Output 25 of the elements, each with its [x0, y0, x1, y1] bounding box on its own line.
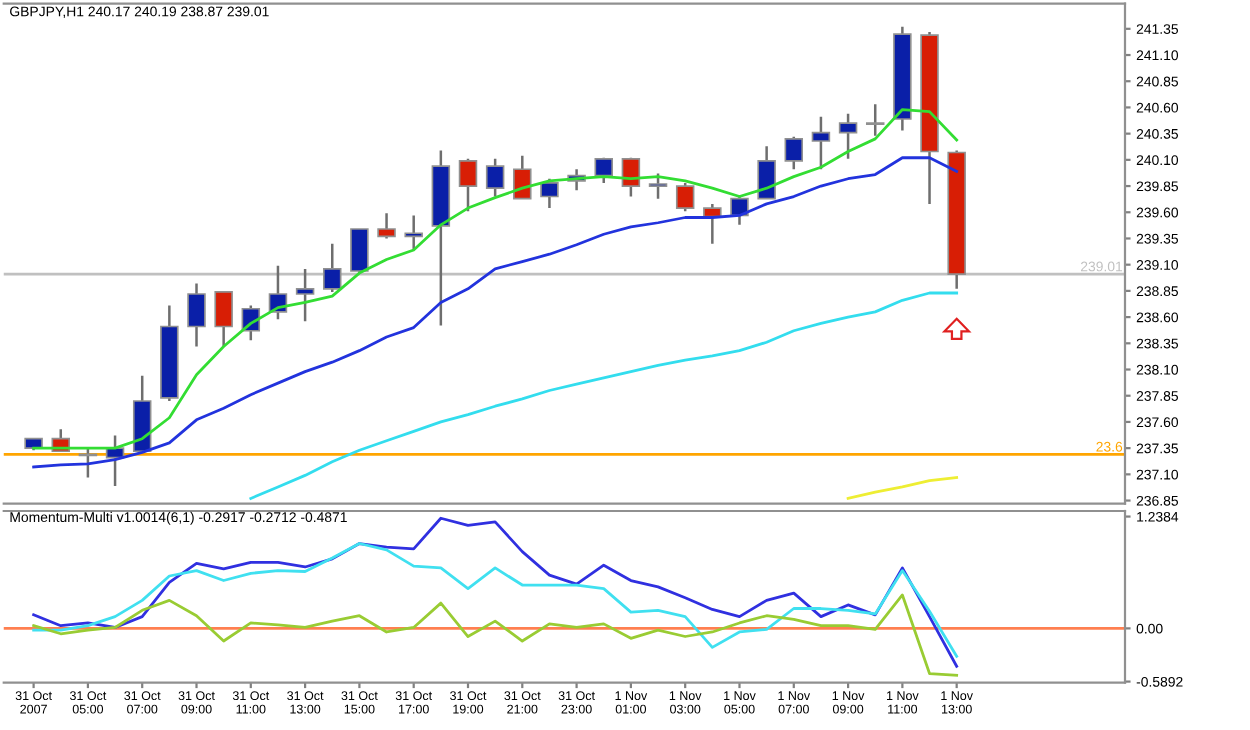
candlestick: [214, 289, 233, 348]
candlestick: [784, 135, 804, 171]
candlestick: [350, 227, 369, 275]
candlestick: [540, 177, 559, 210]
candlestick: [865, 103, 885, 137]
candlestick: [513, 154, 532, 200]
candlestick: [404, 214, 423, 252]
candlestick: [187, 282, 206, 348]
candlestick: [485, 157, 505, 198]
candlestick: [594, 156, 613, 185]
line-series: [846, 476, 959, 500]
candlestick: [811, 115, 831, 171]
candlestick: [703, 202, 722, 245]
candlestick: [648, 172, 668, 200]
line-series: [32, 593, 959, 677]
line-series: [249, 291, 959, 500]
candlestick: [838, 112, 858, 161]
candlestick: [323, 242, 342, 294]
line-series: [32, 156, 959, 469]
candlestick: [295, 267, 315, 323]
candlestick: [675, 181, 695, 213]
candlestick: [757, 144, 776, 200]
line-series: [32, 542, 959, 658]
candlestick: [377, 212, 396, 240]
candlestick: [458, 157, 478, 213]
